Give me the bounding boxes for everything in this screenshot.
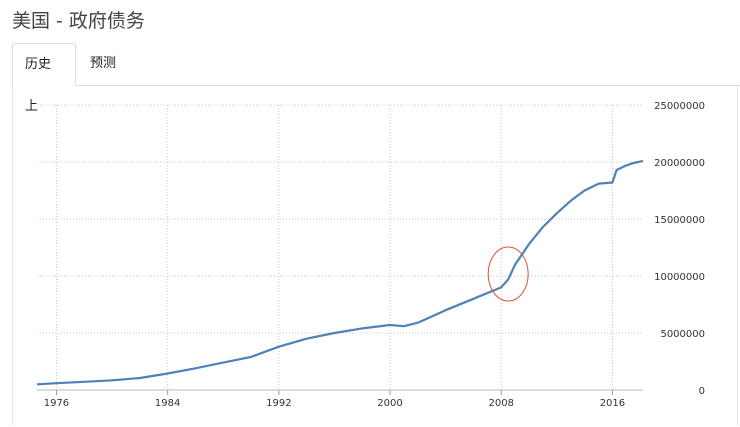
tab-history-label: 历史上 — [25, 57, 52, 114]
y-tick-label: 25000000 — [654, 101, 705, 112]
highlight-ellipse — [487, 246, 529, 302]
y-tick-label: 5000000 — [660, 329, 705, 340]
x-tick-label: 1976 — [44, 398, 69, 409]
x-tick-label: 1992 — [266, 398, 291, 409]
y-tick-label: 10000000 — [654, 272, 705, 283]
tab-bar: 历史上 预测 — [12, 43, 740, 114]
debt-series-line — [36, 159, 644, 386]
tab-history[interactable]: 历史上 — [12, 43, 76, 114]
page-title: 美国 - 政府债务 — [12, 10, 145, 32]
government-debt-chart: 0 5000000 10000000 15000000 20000000 25000000… — [36, 101, 705, 409]
y-tick-label: 15000000 — [654, 215, 705, 226]
x-tick-label: 2016 — [600, 398, 625, 409]
y-tick-label: 0 — [699, 386, 705, 397]
tab-forecast[interactable]: 预测 — [78, 43, 128, 85]
x-tick-label: 1984 — [155, 398, 180, 409]
y-tick-label: 20000000 — [654, 158, 705, 169]
chart-panel: 0 5000000 10000000 15000000 20000000 25000000… — [12, 85, 738, 425]
tab-forecast-label: 预测 — [90, 56, 117, 71]
x-tick-label: 2008 — [489, 398, 514, 409]
x-tick-label: 2000 — [377, 398, 402, 409]
